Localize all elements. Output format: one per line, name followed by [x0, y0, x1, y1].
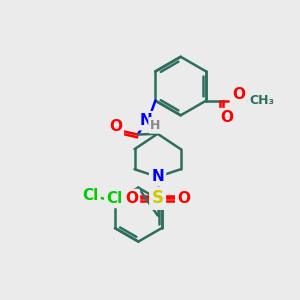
- Text: H: H: [150, 119, 161, 132]
- Text: Cl: Cl: [82, 188, 98, 202]
- Text: O: O: [220, 110, 233, 125]
- Text: Cl: Cl: [106, 191, 123, 206]
- Text: O: O: [109, 119, 122, 134]
- Text: O: O: [177, 191, 190, 206]
- Text: N: N: [151, 169, 164, 184]
- Text: CH₃: CH₃: [249, 94, 274, 107]
- Text: O: O: [125, 191, 138, 206]
- Text: S: S: [152, 190, 164, 208]
- Text: N: N: [140, 113, 152, 128]
- Text: O: O: [232, 87, 245, 102]
